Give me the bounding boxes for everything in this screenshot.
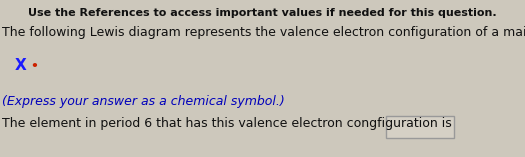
Text: The element in period 6 that has this valence electron congfiguration is: The element in period 6 that has this va… bbox=[2, 117, 452, 130]
Text: Use the References to access important values if needed for this question.: Use the References to access important v… bbox=[28, 8, 497, 18]
Bar bbox=[386, 116, 454, 138]
Text: X: X bbox=[15, 58, 27, 73]
Text: •: • bbox=[30, 60, 38, 73]
Text: The following Lewis diagram represents the valence electron configuration of a m: The following Lewis diagram represents t… bbox=[2, 26, 525, 39]
Text: (Express your answer as a chemical symbol.): (Express your answer as a chemical symbo… bbox=[2, 95, 285, 108]
